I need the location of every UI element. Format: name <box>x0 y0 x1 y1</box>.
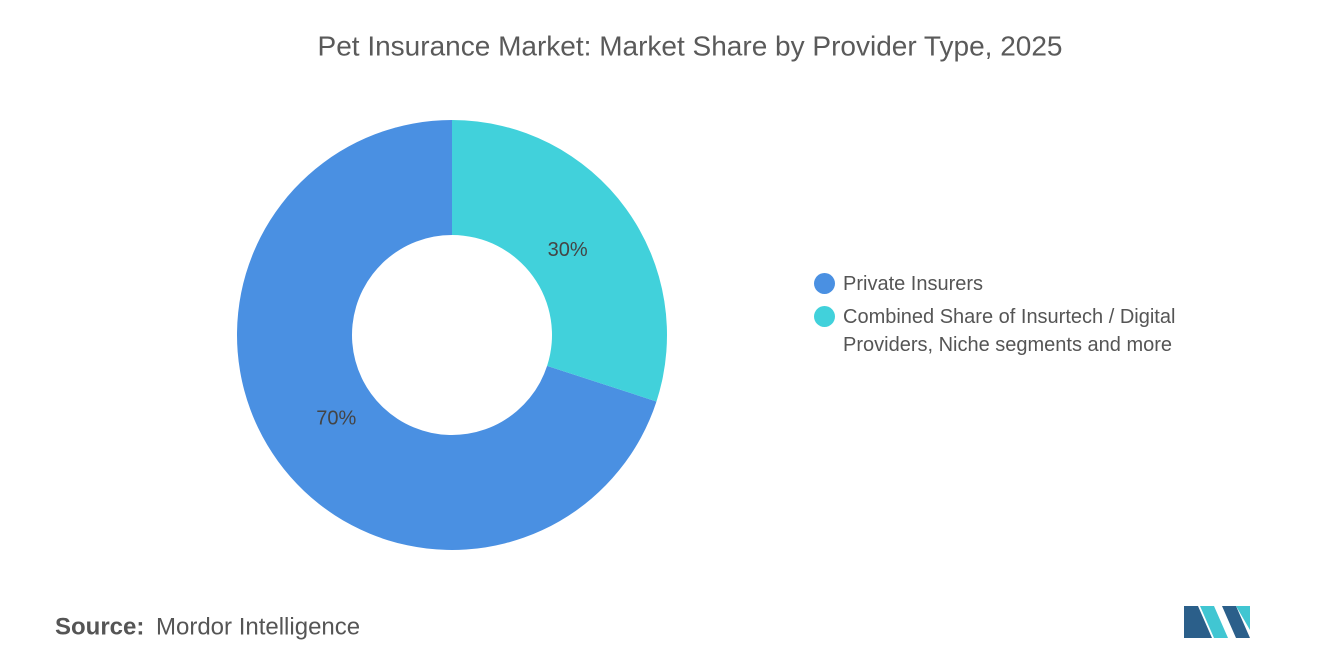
legend-swatch <box>814 306 835 327</box>
legend-label: Private Insurers <box>843 273 984 295</box>
logo-shape <box>1236 606 1250 630</box>
legend: Private Insurers Combined Share of Insurt… <box>814 270 1234 364</box>
logo-shape <box>1184 606 1212 638</box>
logo <box>1184 606 1250 638</box>
source: Mordor Intelligence <box>156 613 360 640</box>
logo-shape <box>1222 606 1250 638</box>
legend-item: Private Insurers <box>814 270 1234 298</box>
legend-swatch <box>814 273 835 294</box>
logo-shape <box>1200 606 1228 638</box>
data-label: 30% <box>548 239 588 261</box>
legend-item: Combined Share of Insurtech / Digital Pr… <box>814 303 1234 359</box>
data-label: 70% <box>316 407 356 429</box>
donut-slice <box>452 120 668 402</box>
legend-label: Combined Share of Insurtech / Digital Pr… <box>843 306 1176 356</box>
source-label: Source: <box>55 613 144 640</box>
chart-title: Pet Insurance Market: Market Share by Pr… <box>318 30 1063 61</box>
donut-slice <box>237 120 657 550</box>
